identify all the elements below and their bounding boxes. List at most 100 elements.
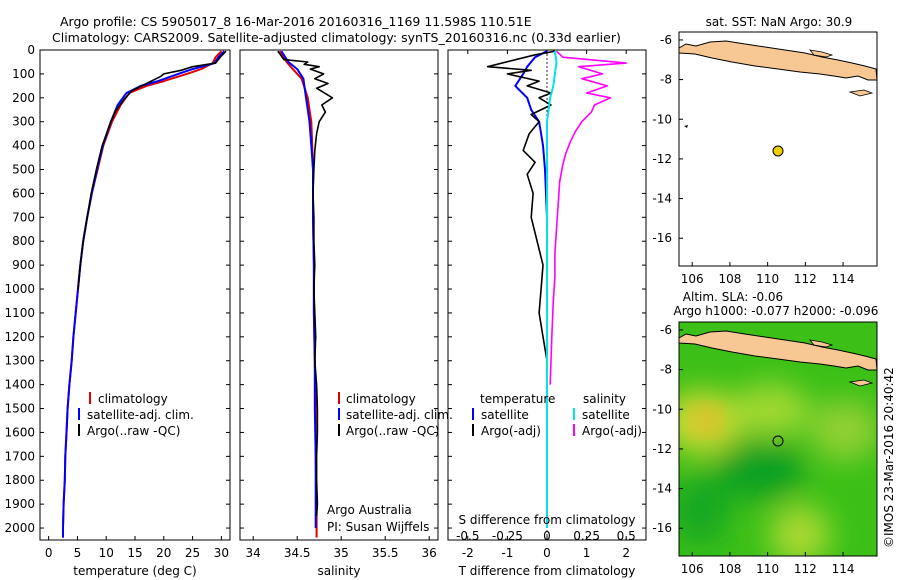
- difference-x-tick-label: 2: [622, 546, 630, 560]
- legend-s-argo: Argo(-adj): [582, 424, 642, 438]
- series-line-salinity-satellite: [546, 51, 558, 528]
- sla-map-frame: [678, 321, 878, 557]
- sla-x-tick-label: 110: [756, 562, 779, 576]
- depth-tick-label: 1300: [4, 354, 35, 368]
- sla-low-west: [679, 475, 730, 545]
- temperature-x-tick-label: 5: [74, 546, 82, 560]
- sst-y-tick-label: -6: [660, 33, 672, 47]
- imos-credit: ©IMOS 23-Mar-2016 20:40:42: [882, 367, 896, 548]
- series-line-satellite-adj-clim: [62, 50, 225, 538]
- salinity-profiles: [277, 50, 334, 538]
- depth-tick-label: 600: [12, 186, 35, 200]
- legend-climatology: climatology: [98, 392, 168, 406]
- salinity-plot-frame: [239, 49, 439, 541]
- depth-tick-label: 1000: [4, 282, 35, 296]
- sla-ridge-east: [810, 400, 877, 460]
- temperature-x-tick-label: 0: [45, 546, 53, 560]
- temperature-x-tick-label: 20: [156, 546, 171, 560]
- salinity-x-label: salinity: [317, 564, 360, 578]
- temperature-legend: climatology satellite-adj. clim. Argo(..…: [78, 392, 194, 438]
- sst-map-x-axis: 106 108 110 112 114: [681, 262, 855, 286]
- temperature-plot-frame: [39, 49, 231, 541]
- legend-s-satellite: satellite: [582, 408, 630, 422]
- sla-y-tick-label: -6: [660, 323, 672, 337]
- sst-y-tick-label: -16: [652, 231, 672, 245]
- series-line-argo-raw-qc: [77, 50, 227, 290]
- sla-x-tick-label: 114: [832, 562, 855, 576]
- sla-south-high: [770, 505, 830, 556]
- depth-tick-label: 1100: [4, 306, 35, 320]
- depth-tick-label: 2000: [4, 521, 35, 535]
- sla-map: [678, 321, 878, 557]
- legend-t-argo: Argo(-adj): [481, 424, 541, 438]
- sla-low: [715, 440, 805, 500]
- sst-map: [678, 31, 878, 267]
- note-argo-australia: Argo Australia: [327, 503, 412, 517]
- series-line-temperature-satellite: [514, 50, 548, 528]
- sst-x-tick-label: 112: [794, 272, 817, 286]
- difference-top-x-tick-label: 0.5: [617, 529, 636, 543]
- salinity-x-axis: 34 34.5 35 35.5 36: [246, 536, 437, 560]
- bali-island: [848, 89, 874, 97]
- difference-top-x-tick-label: 0.25: [573, 529, 600, 543]
- sla-y-tick-label: -12: [652, 442, 672, 456]
- sla-map-title-2: Argo h1000: -0.077 h2000: -0.096: [674, 304, 879, 318]
- sla-field: [679, 384, 877, 556]
- difference-top-axis: -0.5 -0.25 0 0.25 0.5: [456, 50, 636, 543]
- madura-island: [809, 49, 834, 58]
- legend-t-satellite: satellite: [481, 408, 529, 422]
- legend-satellite: satellite-adj. clim.: [87, 408, 194, 422]
- difference-x-tick-label: 1: [583, 546, 591, 560]
- sla-map-title-1: Altim. SLA: -0.06: [683, 290, 783, 304]
- sst-x-tick-label: 108: [718, 272, 741, 286]
- sla-y-tick-label: -14: [652, 482, 672, 496]
- series-line-climatology: [62, 50, 223, 538]
- series-line-temperature-argo-adj: [486, 50, 556, 385]
- sst-y-tick-label: -12: [652, 152, 672, 166]
- sst-map-title: sat. SST: NaN Argo: 30.9: [706, 15, 853, 29]
- sst-y-tick-label: -10: [652, 112, 672, 126]
- sla-map-x-axis: 106 108 110 112 114: [681, 552, 855, 576]
- difference-x-tick-label: -1: [501, 546, 513, 560]
- sla-ridge: [730, 384, 810, 436]
- series-line-salinity-argo-adj: [549, 50, 628, 385]
- difference-profiles: [486, 50, 628, 528]
- depth-tick-label: 900: [12, 258, 35, 272]
- sst-x-tick-label: 106: [681, 272, 704, 286]
- depth-tick-label: 1800: [4, 473, 35, 487]
- difference-x-label: T difference from climatology: [458, 564, 636, 578]
- difference-x-axis: -2 -1 0 1 2: [462, 536, 630, 560]
- depth-tick-label: 1400: [4, 378, 35, 392]
- legend-argo: Argo(..raw -QC): [346, 424, 439, 438]
- sla-x-tick-label: 112: [794, 562, 817, 576]
- depth-tick-label: 100: [12, 67, 35, 81]
- difference-top-x-tick-label: 0: [543, 529, 551, 543]
- difference-x-tick-label: -2: [462, 546, 474, 560]
- depth-tick-label: 1600: [4, 425, 35, 439]
- temperature-x-tick-label: 25: [185, 546, 200, 560]
- salinity-x-tick-label: 35.5: [372, 546, 399, 560]
- salinity-legend: climatology satellite-adj. clim. Argo(..…: [327, 392, 453, 534]
- series-line-climatology: [278, 50, 318, 538]
- sst-x-tick-label: 114: [832, 272, 855, 286]
- float-position-marker: [772, 145, 784, 157]
- series-line-argo-raw-qc: [277, 50, 334, 517]
- depth-tick-label: 1700: [4, 449, 35, 463]
- java-island: [678, 40, 878, 81]
- madura-island: [809, 339, 834, 348]
- legend-satellite: satellite-adj. clim.: [346, 408, 453, 422]
- depth-tick-label: 300: [12, 115, 35, 129]
- depth-tick-label: 1900: [4, 497, 35, 511]
- depth-tick-label: 1500: [4, 402, 35, 416]
- difference-top-x-tick-label: -0.25: [492, 529, 523, 543]
- legend-salinity-title: salinity: [583, 392, 626, 406]
- header-line-2: Climatology: CARS2009. Satellite-adjuste…: [52, 30, 621, 45]
- depth-tick-label: 700: [12, 210, 35, 224]
- difference-legend: temperature salinity satellite Argo(-adj…: [472, 392, 642, 438]
- sla-y-tick-label: -16: [652, 521, 672, 535]
- sst-y-tick-label: -8: [660, 73, 672, 87]
- depth-tick-label: 0: [27, 43, 35, 57]
- depth-axis: 0 100 200 300 400 500 600 700 800 900 1000 1100 1200…: [4, 43, 646, 535]
